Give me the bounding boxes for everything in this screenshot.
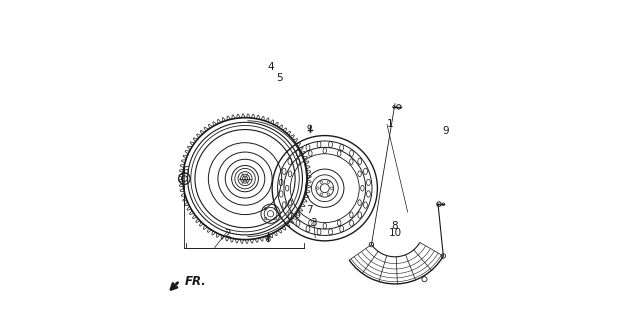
Text: 7: 7	[307, 205, 313, 215]
Text: 3: 3	[310, 218, 317, 228]
Text: 2: 2	[224, 229, 231, 240]
Text: 6: 6	[182, 166, 188, 176]
Text: 8: 8	[392, 221, 398, 232]
Text: 10: 10	[388, 228, 401, 238]
Text: 4: 4	[268, 62, 274, 72]
Text: 5: 5	[276, 73, 282, 83]
Text: FR.: FR.	[185, 275, 207, 288]
Text: 1: 1	[387, 119, 394, 130]
Text: 9: 9	[443, 126, 449, 136]
